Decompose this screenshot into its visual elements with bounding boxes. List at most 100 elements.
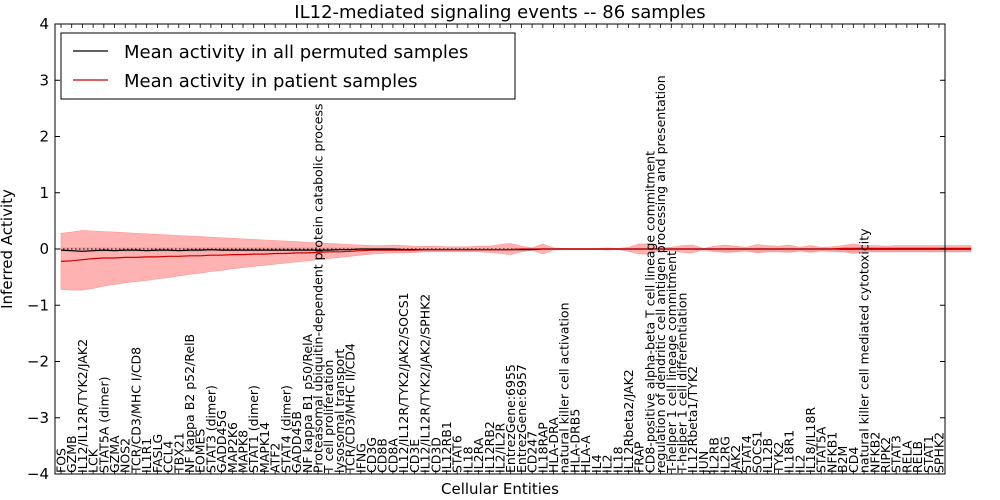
x-tick-label: GADD45B — [289, 411, 304, 473]
x-tick-label: EntrezGene:6955 — [503, 364, 518, 473]
x-tick-label: CD4 — [846, 447, 861, 473]
x-tick-label: NFKB2 — [867, 432, 882, 473]
x-tick-label: IL12B — [760, 438, 775, 473]
x-tick-label: HLA-A — [578, 435, 593, 473]
x-tick-label: FASLG — [150, 434, 165, 473]
x-tick-label: NOS2 — [118, 438, 133, 473]
x-tick-label: CD8A — [385, 438, 400, 473]
y-tick-label: 2 — [39, 128, 49, 146]
chart-title: IL12-mediated signaling events -- 86 sam… — [294, 2, 705, 23]
x-tick-label: IL12RB2 — [482, 421, 497, 473]
x-tick-label: STAT1 — [921, 435, 936, 473]
x-tick-label: NF kappa B1 p50/RelA — [300, 333, 315, 473]
x-tick-label: CD3D — [428, 437, 443, 473]
y-tick-label: −3 — [27, 409, 49, 427]
y-tick-label: 4 — [39, 15, 49, 33]
x-tick-label: TCR/CD3/MHC II/CD4 — [343, 343, 358, 474]
x-tick-label: NF kappa B2 p52/RelB — [182, 334, 197, 473]
legend-box — [60, 32, 516, 100]
x-tick-label: CD8-positive alpha-beta T cell lineage c… — [642, 151, 657, 473]
series-line-patient — [60, 247, 972, 262]
x-tick-label: SOCS1 — [750, 431, 765, 473]
x-tick-label: IL12/IL12R/TYK2/JAK2 — [75, 339, 90, 473]
x-tick-label: IL12/IL12R/TYK2/JAK2/SPHK2 — [418, 294, 433, 473]
x-tick-label: LCK — [86, 448, 101, 473]
x-tick-label: JUN — [696, 451, 711, 474]
x-tick-label: natural killer cell activation — [557, 302, 572, 473]
x-tick-label: STAT4 — [739, 435, 754, 473]
x-tick-label: RELB — [910, 441, 925, 473]
x-tick-label: RELA — [899, 440, 914, 473]
x-tick-label: IL18RAP — [535, 422, 550, 473]
x-tick-label: RIPK2 — [878, 437, 893, 473]
plot-area: −4−3−2−101234FOSGZMBIL12/IL12R/TYK2/JAK2… — [27, 15, 972, 483]
x-tick-label: STAT6 — [450, 435, 465, 473]
x-tick-label: EntrezGene:6957 — [514, 364, 529, 473]
x-tick-label: IL12/IL12R/TYK2/JAK2/SOCS1 — [396, 292, 411, 473]
x-tick-label: IL1R1 — [139, 438, 154, 473]
x-tick-label: STAT5A (dimer) — [96, 377, 111, 473]
y-tick-label: −2 — [27, 353, 49, 371]
x-tick-label: STAT3 — [889, 435, 904, 473]
x-tick-label: STAT1 (dimer) — [246, 385, 261, 473]
x-tick-label: SPHK2 — [932, 432, 947, 473]
x-tick-label: IL18 — [610, 446, 625, 473]
x-tick-label: HLA-DRB5 — [568, 409, 583, 473]
x-tick-label: CCL4 — [161, 441, 176, 473]
x-tick-label: MAPK14 — [257, 422, 272, 473]
y-axis-label: Inferred Activity — [0, 189, 16, 309]
x-tick-label: B2M — [835, 446, 850, 473]
x-tick-label: MAP2K6 — [225, 422, 240, 473]
x-tick-label: IL2 — [600, 454, 615, 473]
x-tick-label: regulation of dendritic cell antigen pro… — [653, 75, 668, 473]
x-tick-label: IL4 — [589, 454, 604, 473]
legend: Mean activity in all permuted samples Me… — [60, 32, 516, 100]
x-tick-label: IL12Rbeta1/TYK2 — [685, 366, 700, 473]
x-tick-label: CD8B — [375, 438, 390, 473]
x-tick-label: GZMB — [64, 435, 79, 473]
x-axis-label: Cellular Entities — [441, 480, 559, 498]
x-tick-label: CD247 — [525, 431, 540, 473]
legend-label-permuted: Mean activity in all permuted samples — [124, 42, 468, 63]
x-tick-label: IL12Rbeta2/JAK2 — [621, 369, 636, 473]
x-tick-label: T-helper 1 cell lineage commitment — [664, 251, 679, 474]
x-tick-label: NFKB1 — [824, 432, 839, 473]
x-tick-label: FOS — [54, 448, 69, 473]
x-tick-label: T-helper 1 cell differentiation — [675, 293, 690, 474]
x-tick-label: HLA-DRA — [546, 417, 561, 473]
x-tick-label: IL12RB1 — [439, 421, 454, 473]
x-tick-label: natural killer cell mediated cytotoxicit… — [857, 228, 872, 473]
legend-label-patient: Mean activity in patient samples — [124, 71, 418, 92]
x-tick-label: FRAP — [632, 441, 647, 473]
x-tick-label: STAT4 (dimer) — [278, 385, 293, 473]
x-tick-label: TCR/CD3/MHC I/CD8 — [129, 347, 144, 474]
x-tick-label: TBX21 — [171, 432, 186, 474]
x-tick-label: MAPK8 — [236, 430, 251, 473]
y-tick-label: 0 — [39, 240, 49, 258]
x-tick-label: STAT5A — [814, 426, 829, 473]
x-tick-label: EOMES — [193, 429, 208, 473]
x-tick-label: STAT3 (dimer) — [203, 385, 218, 473]
x-tick-label: IL2/IL2R — [493, 423, 508, 473]
x-tick-label: IFNG — [353, 443, 368, 473]
x-tick-label: lysosomal transport — [332, 349, 347, 473]
y-tick-label: −4 — [27, 465, 49, 483]
x-tick-label: JAK2 — [728, 445, 743, 474]
x-tick-label: IL18/IL18R — [803, 407, 818, 473]
x-tick-label: ATF2 — [268, 443, 283, 473]
y-tick-label: −1 — [27, 296, 49, 314]
y-tick-label: 1 — [39, 184, 49, 202]
x-tick-label: GZMA — [107, 435, 122, 473]
x-tick-label: IL18R1 — [782, 430, 797, 473]
x-tick-label: IL2RG — [717, 436, 732, 473]
x-tick-label: T cell proliferation — [321, 360, 336, 474]
y-tick-label: 3 — [39, 71, 49, 89]
patient-band — [60, 230, 972, 291]
x-tick-label: CD3E — [407, 439, 422, 473]
x-tick-label: IL18 — [460, 446, 475, 473]
x-tick-label: IL2 — [792, 454, 807, 473]
x-tick-label: IL2RB — [707, 437, 722, 473]
x-tick-label: Proteasomal ubiquitin-dependent protein … — [311, 104, 326, 474]
x-tick-label: CD3G — [364, 437, 379, 473]
